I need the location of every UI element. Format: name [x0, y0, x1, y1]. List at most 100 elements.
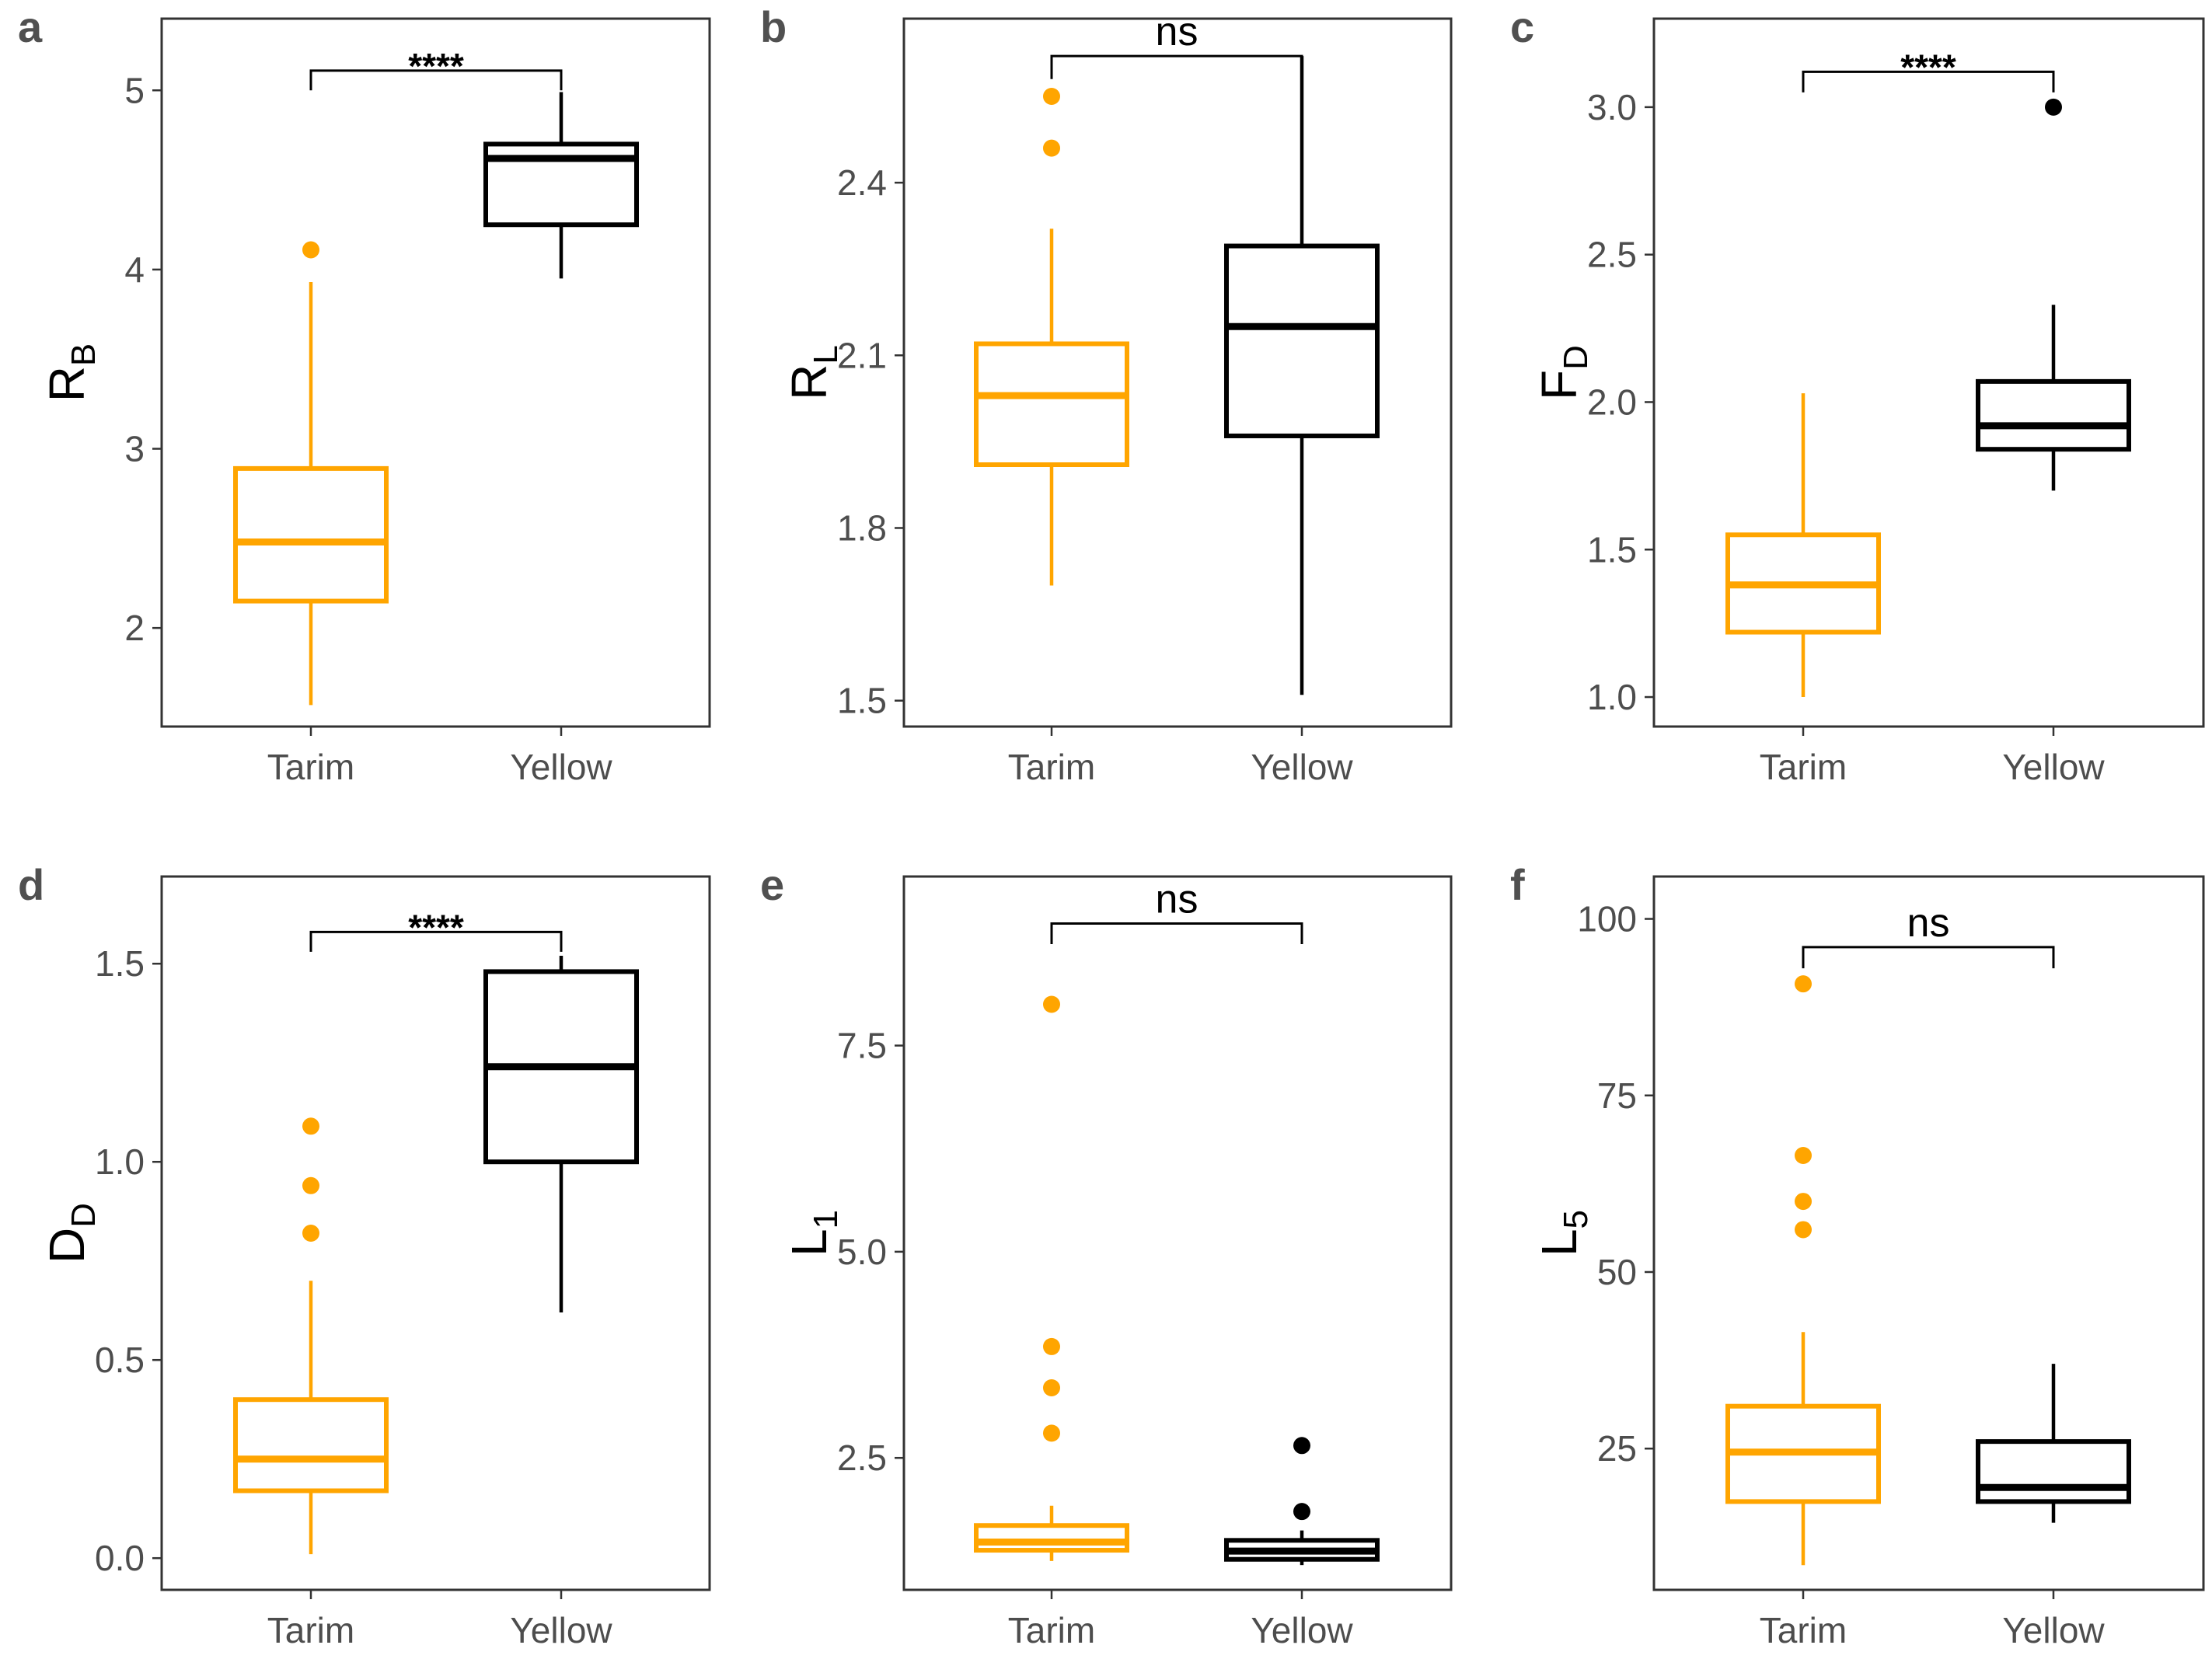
y-tick-label: 0.0: [95, 1538, 145, 1578]
outlier-point: [1293, 1503, 1310, 1521]
y-axis-title: L1: [781, 1210, 845, 1256]
significance-label: ****: [1900, 47, 1956, 87]
panel-letter: c: [1510, 2, 1534, 51]
y-tick-label: 0.5: [95, 1340, 145, 1380]
y-axis-title-subscript: B: [65, 343, 103, 366]
significance-label: ns: [1907, 901, 1950, 946]
x-tick-label: Yellow: [510, 747, 612, 787]
outlier-point: [1795, 1193, 1812, 1211]
y-axis-title-subscript: 1: [807, 1210, 845, 1229]
y-tick-label: 50: [1597, 1252, 1637, 1292]
y-tick-label: 100: [1577, 899, 1637, 939]
y-axis-title: RB: [39, 343, 103, 403]
y-tick-label: 5.0: [837, 1232, 887, 1272]
x-tick-label: Yellow: [2002, 747, 2105, 787]
panel-frame: [160, 17, 711, 728]
box-iqr-yellow: [1976, 378, 2131, 452]
y-tick-label: 2.1: [837, 335, 887, 375]
significance-bracket: [1802, 946, 2055, 969]
panel-frame: [160, 875, 711, 1591]
y-axis-title-main: F: [1531, 370, 1587, 400]
box-iqr-tarim: [974, 341, 1129, 468]
x-tick-label: Tarim: [267, 1610, 354, 1650]
significance-label: ns: [1156, 9, 1198, 54]
outlier-point: [1795, 1221, 1812, 1239]
significance-label: ****: [408, 46, 464, 86]
outlier-point: [1795, 1147, 1812, 1165]
y-axis-title: DD: [39, 1203, 103, 1263]
outlier-point: [2045, 98, 2062, 116]
panel-letter: d: [18, 860, 44, 909]
outlier-point: [1043, 995, 1060, 1013]
x-tick-label: Tarim: [1760, 747, 1847, 787]
y-tick-label: 2.5: [837, 1438, 887, 1478]
outlier-point: [1043, 1378, 1060, 1396]
outlier-point: [1795, 975, 1812, 993]
x-tick-label: Yellow: [1251, 747, 1353, 787]
y-tick-label: 1.5: [1587, 529, 1637, 570]
y-tick-label: 5: [124, 70, 145, 110]
outlier-point: [302, 241, 319, 259]
box-iqr-tarim: [233, 1397, 389, 1493]
significance-label: ****: [408, 907, 464, 947]
box-iqr-yellow: [1976, 1439, 2131, 1504]
y-axis-title-main: D: [39, 1228, 95, 1263]
y-tick-label: 7.5: [837, 1026, 887, 1066]
x-tick-label: Tarim: [1008, 1610, 1095, 1650]
y-axis-title-main: R: [781, 364, 837, 400]
panel-letter: a: [18, 2, 43, 51]
panel-frame: [1652, 17, 2205, 728]
outlier-point: [1293, 1437, 1310, 1455]
panel-frame: [902, 17, 1453, 728]
outlier-point: [1043, 1337, 1060, 1355]
x-tick-label: Yellow: [510, 1610, 612, 1650]
outlier-point: [302, 1117, 319, 1135]
y-tick-label: 1.8: [837, 507, 887, 548]
panel-frame: [1652, 875, 2205, 1591]
y-tick-label: 3: [124, 429, 145, 469]
significance-bracket: [1050, 922, 1303, 945]
panel-frame: [902, 875, 1453, 1591]
y-axis-title-main: R: [39, 366, 95, 402]
y-tick-label: 1.0: [1587, 677, 1637, 717]
significance-bracket: [309, 930, 563, 952]
significance-bracket: [1050, 54, 1303, 79]
y-tick-label: 25: [1597, 1428, 1637, 1469]
y-axis-title-subscript: 5: [1557, 1210, 1595, 1229]
significance-label: ns: [1156, 877, 1198, 922]
y-axis-title-subscript: L: [807, 345, 845, 364]
outlier-point: [302, 1176, 319, 1194]
significance-bracket: [1802, 70, 2055, 92]
y-tick-label: 1.0: [95, 1141, 145, 1182]
outlier-point: [1043, 139, 1060, 157]
significance-bracket: [309, 69, 563, 91]
x-tick-label: Yellow: [1251, 1610, 1353, 1650]
x-tick-label: Yellow: [2002, 1610, 2105, 1650]
y-axis-title-subscript: D: [65, 1203, 103, 1228]
y-axis-title: L5: [1531, 1210, 1595, 1256]
x-tick-label: Tarim: [267, 747, 354, 787]
x-tick-label: Tarim: [1760, 1610, 1847, 1650]
y-tick-label: 2.4: [837, 162, 887, 203]
y-axis-title-subscript: D: [1557, 345, 1595, 370]
box-iqr-tarim: [233, 465, 389, 604]
y-axis-title: RL: [781, 345, 845, 400]
x-tick-label: Tarim: [1008, 747, 1095, 787]
y-axis-title-main: L: [781, 1229, 837, 1256]
outlier-point: [1043, 1424, 1060, 1442]
y-tick-label: 1.5: [95, 943, 145, 984]
y-tick-label: 4: [124, 249, 145, 290]
y-tick-label: 2: [124, 608, 145, 648]
box-iqr-yellow: [1224, 243, 1380, 438]
y-tick-label: 1.5: [837, 681, 887, 721]
outlier-point: [302, 1225, 319, 1242]
panel-letter: b: [760, 2, 787, 51]
panel-letter: f: [1510, 860, 1525, 909]
y-tick-label: 2.0: [1587, 382, 1637, 422]
y-tick-label: 2.5: [1587, 235, 1637, 275]
y-tick-label: 3.0: [1587, 87, 1637, 127]
y-tick-label: 75: [1597, 1075, 1637, 1116]
outlier-point: [1043, 87, 1060, 105]
box-iqr-tarim: [974, 1523, 1129, 1553]
